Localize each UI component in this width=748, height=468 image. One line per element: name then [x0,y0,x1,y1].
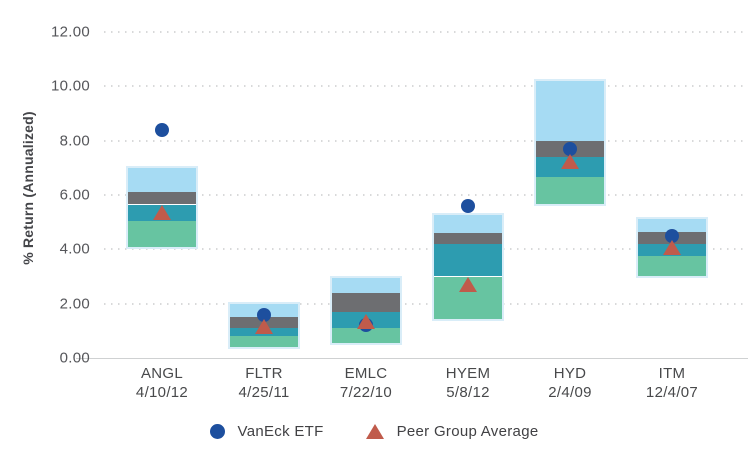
peer-group-average-marker [255,319,273,335]
bar-segment-light-blue [536,80,604,141]
peer-group-average-marker [663,240,681,256]
gridline [104,85,745,88]
y-tick-label: 8.00 [59,132,90,150]
bar-segment-green [638,256,706,277]
inception-date-label: 7/22/10 [339,384,393,401]
y-tick-label: 0.00 [59,349,90,367]
gridline [104,31,745,33]
triangle-marker-icon [365,424,384,439]
y-tick-label: 6.00 [59,186,90,204]
y-tick-label: 2.00 [59,295,90,313]
y-tick-label: 12.00 [50,23,90,41]
range-bar-hyem [432,213,504,321]
bar-segment-teal [434,243,502,277]
y-tick-label: 10.00 [50,77,90,95]
legend-item-label: Peer Group Average [396,423,539,440]
vaneck-etf-marker [665,228,679,243]
gridline [104,302,745,305]
legend-item-peer-group-average: Peer Group Average [365,423,539,440]
bar-segment-gray [332,292,400,312]
bar-segment-gray [128,192,196,205]
x-category-label: HYD 2/4/09 [515,364,625,402]
peer-group-average-marker [153,205,171,221]
bar-segment-light-blue [332,277,400,293]
ticker-label: ITM [658,365,686,382]
gridline [104,248,745,251]
gridline [104,194,745,196]
vaneck-etf-marker [563,141,577,156]
range-bar-emlc [330,275,402,346]
bar-segment-green [536,177,604,205]
legend: VanEck ETF Peer Group Average [0,423,748,440]
inception-date-label: 4/25/11 [238,384,290,401]
bar-segment-light-blue [434,215,502,234]
inception-date-label: 5/8/12 [446,384,490,401]
x-axis-line [76,358,748,359]
vaneck-etf-marker [257,307,271,322]
ticker-label: FLTR [245,365,283,382]
vaneck-etf-marker [461,198,475,213]
peer-group-average-marker [459,277,477,293]
bar-segment-green [230,336,298,348]
bar-segment-green [332,328,400,344]
bar-segment-light-blue [638,219,706,232]
inception-date-label: 2/4/09 [548,384,592,401]
gridline [104,139,745,142]
vaneck-etf-marker [155,122,169,137]
ticker-label: HYD [553,365,587,382]
range-bar-hyd [534,78,606,207]
legend-item-vaneck-etf: VanEck ETF [209,423,324,440]
bar-segment-light-blue [128,167,196,193]
ticker-label: ANGL [140,365,184,382]
circle-marker-icon [209,424,225,439]
x-category-label: ANGL 4/10/12 [107,364,217,402]
ticker-label: EMLC [344,365,388,382]
x-category-label: EMLC 7/22/10 [311,364,421,402]
inception-date-label: 4/10/12 [135,384,189,401]
bar-segment-green [128,220,196,247]
y-tick-label: 4.00 [59,240,90,258]
x-category-label: HYEM 5/8/12 [413,364,523,402]
peer-group-average-marker [561,153,579,169]
x-category-label: FLTR 4/25/11 [209,364,319,402]
legend-item-label: VanEck ETF [237,423,324,440]
bar-segment-gray [434,233,502,244]
peer-group-average-marker [357,313,375,329]
x-category-label: ITM 12/4/07 [617,364,727,402]
inception-date-label: 12/4/07 [645,384,699,401]
ticker-label: HYEM [445,365,491,382]
range-bar-angl [126,165,198,249]
